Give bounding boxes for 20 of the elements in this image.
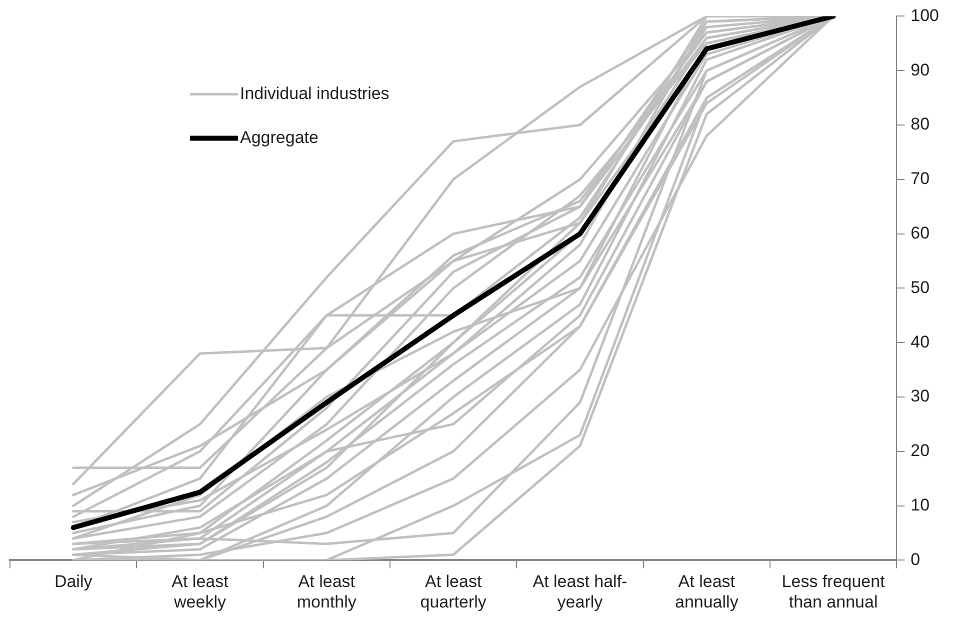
y-tick-label: 30 — [910, 386, 930, 406]
y-tick-label: 90 — [910, 60, 930, 80]
legend-label: Aggregate — [240, 128, 318, 147]
y-tick-label: 100 — [910, 6, 940, 25]
y-tick-label: 10 — [910, 495, 930, 514]
y-tick-label: 0 — [910, 550, 920, 569]
y-tick-label: 70 — [910, 169, 930, 188]
y-tick-label: 40 — [910, 332, 930, 352]
x-tick-label: At least monthly — [296, 572, 357, 612]
y-tick-label: 60 — [910, 223, 930, 242]
x-tick-label: At least half-yearly — [532, 572, 628, 612]
x-tick-label: At least weekly — [172, 572, 229, 612]
x-tick-label: At least quarterly — [420, 572, 487, 612]
y-tick-label: 80 — [910, 114, 930, 134]
x-tick-label: Daily — [54, 572, 93, 592]
legend-label: Individual industries — [240, 84, 390, 103]
x-tick-label: At least annually — [674, 572, 739, 612]
y-tick-label: 20 — [910, 441, 930, 460]
y-tick-label: 50 — [910, 278, 930, 297]
x-tick-label: Less frequent than annual — [782, 572, 886, 612]
